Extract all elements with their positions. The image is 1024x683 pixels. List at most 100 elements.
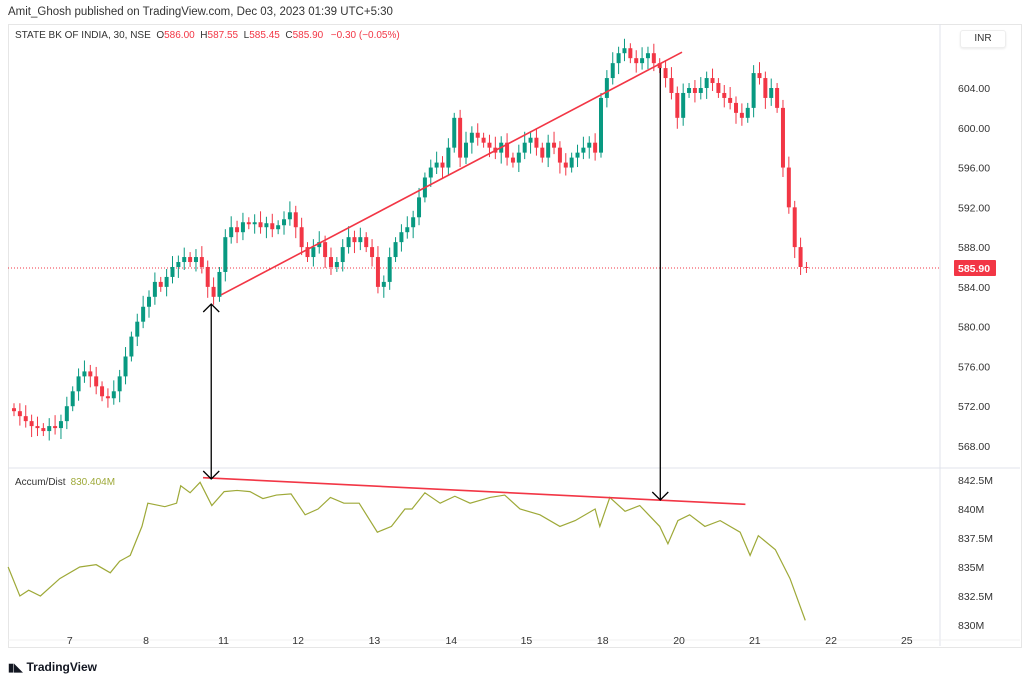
candle-body — [792, 207, 797, 248]
candle-body — [710, 78, 715, 84]
candle-body — [540, 147, 545, 158]
price-tick-label: 592.00 — [958, 202, 990, 214]
candle-body — [751, 73, 756, 108]
candle-body — [405, 227, 410, 233]
candle-body — [622, 48, 627, 54]
high-value: 587.55 — [207, 30, 239, 41]
candle-body — [35, 426, 40, 429]
candle-body — [305, 247, 310, 258]
chart-frame — [8, 24, 1022, 648]
open-label: O — [156, 30, 165, 41]
price-tick-label: 604.00 — [958, 83, 990, 95]
candle-body — [352, 237, 357, 243]
time-tick-label: 22 — [825, 635, 837, 647]
candle-body — [522, 142, 527, 153]
candle-body — [728, 97, 733, 103]
candle-body — [317, 242, 322, 248]
candle-body — [687, 88, 692, 93]
arrow-head-down-icon — [651, 491, 669, 501]
brand-label: TradingView — [26, 660, 97, 674]
last-price-label: 585.90 — [958, 263, 990, 275]
candle-body — [53, 426, 58, 429]
candle-body — [669, 78, 674, 93]
candle-body — [610, 63, 615, 79]
time-tick-label: 14 — [445, 635, 457, 647]
candle-body — [716, 83, 721, 93]
candle-body — [804, 266, 809, 268]
candle-body — [17, 411, 22, 417]
ad-tick-label: 837.5M — [958, 533, 993, 545]
currency-button[interactable]: INR — [960, 30, 1006, 48]
candle-body — [417, 197, 422, 218]
candle-body — [199, 257, 204, 267]
candle-body — [657, 63, 662, 69]
candle-body — [375, 257, 380, 287]
candle-body — [440, 162, 445, 168]
candle-body — [358, 237, 363, 243]
time-tick-label: 18 — [597, 635, 609, 647]
candle-body — [88, 371, 93, 377]
close-value: 585.90 — [292, 30, 324, 41]
candle-body — [681, 92, 686, 118]
candle-body — [164, 276, 169, 287]
candle-body — [734, 102, 739, 113]
candle-body — [334, 262, 339, 267]
low-label: L — [243, 30, 250, 41]
candle-body — [757, 73, 762, 79]
ad-trendline — [202, 476, 746, 506]
candle-body — [217, 271, 222, 297]
candle-body — [469, 132, 474, 143]
candle-body — [786, 167, 791, 208]
candle-body — [100, 386, 105, 397]
ad-tick-label: 835M — [958, 562, 984, 574]
candle-body — [346, 237, 351, 248]
candle-body — [722, 92, 727, 98]
candle-body — [604, 78, 609, 98]
price-tick-label: 584.00 — [958, 282, 990, 294]
candle-body — [235, 227, 240, 233]
candle-body — [780, 107, 785, 168]
candle-body — [252, 222, 257, 225]
price-tick-label: 572.00 — [958, 401, 990, 413]
candle-body — [434, 162, 439, 168]
price-tick-label: 568.00 — [958, 441, 990, 453]
tradingview-logo[interactable]: ▮◣ TradingView — [8, 660, 97, 674]
candle-body — [158, 281, 163, 287]
candle-body — [575, 152, 580, 158]
symbol-name: STATE BK OF INDIA, 30, NSE — [15, 30, 151, 41]
candle-body — [452, 117, 457, 148]
candle-body — [739, 112, 744, 118]
candle-body — [411, 217, 416, 228]
price-tick-label: 576.00 — [958, 361, 990, 373]
open-value: 586.00 — [164, 30, 195, 41]
high-label: H — [200, 30, 208, 41]
price-tick-label: 600.00 — [958, 123, 990, 135]
candle-body — [645, 53, 650, 59]
indicator-value: 830.404M — [70, 477, 116, 488]
candle-body — [176, 262, 181, 267]
candle-body — [587, 142, 592, 148]
candle-body — [528, 137, 533, 143]
candle-body — [293, 212, 298, 228]
candle-body — [240, 222, 245, 233]
candle-body — [616, 53, 621, 64]
indicator-legend: Accum/Dist 830.404M — [15, 477, 115, 488]
candle-body — [29, 421, 34, 427]
candle-body — [552, 142, 557, 148]
candle-body — [628, 48, 633, 59]
candle-body — [675, 92, 680, 118]
candle-body — [663, 68, 668, 79]
candle-body — [599, 97, 603, 153]
candle-body — [246, 222, 251, 225]
candle-body — [340, 247, 345, 263]
candle-body — [546, 142, 551, 158]
candle-body — [182, 257, 187, 263]
indicator-name: Accum/Dist — [15, 477, 66, 488]
candle-body — [481, 137, 486, 143]
candle-body — [640, 58, 645, 64]
price-trendline — [220, 51, 683, 296]
candle-body — [287, 212, 292, 220]
price-tick-label: 588.00 — [958, 242, 990, 254]
